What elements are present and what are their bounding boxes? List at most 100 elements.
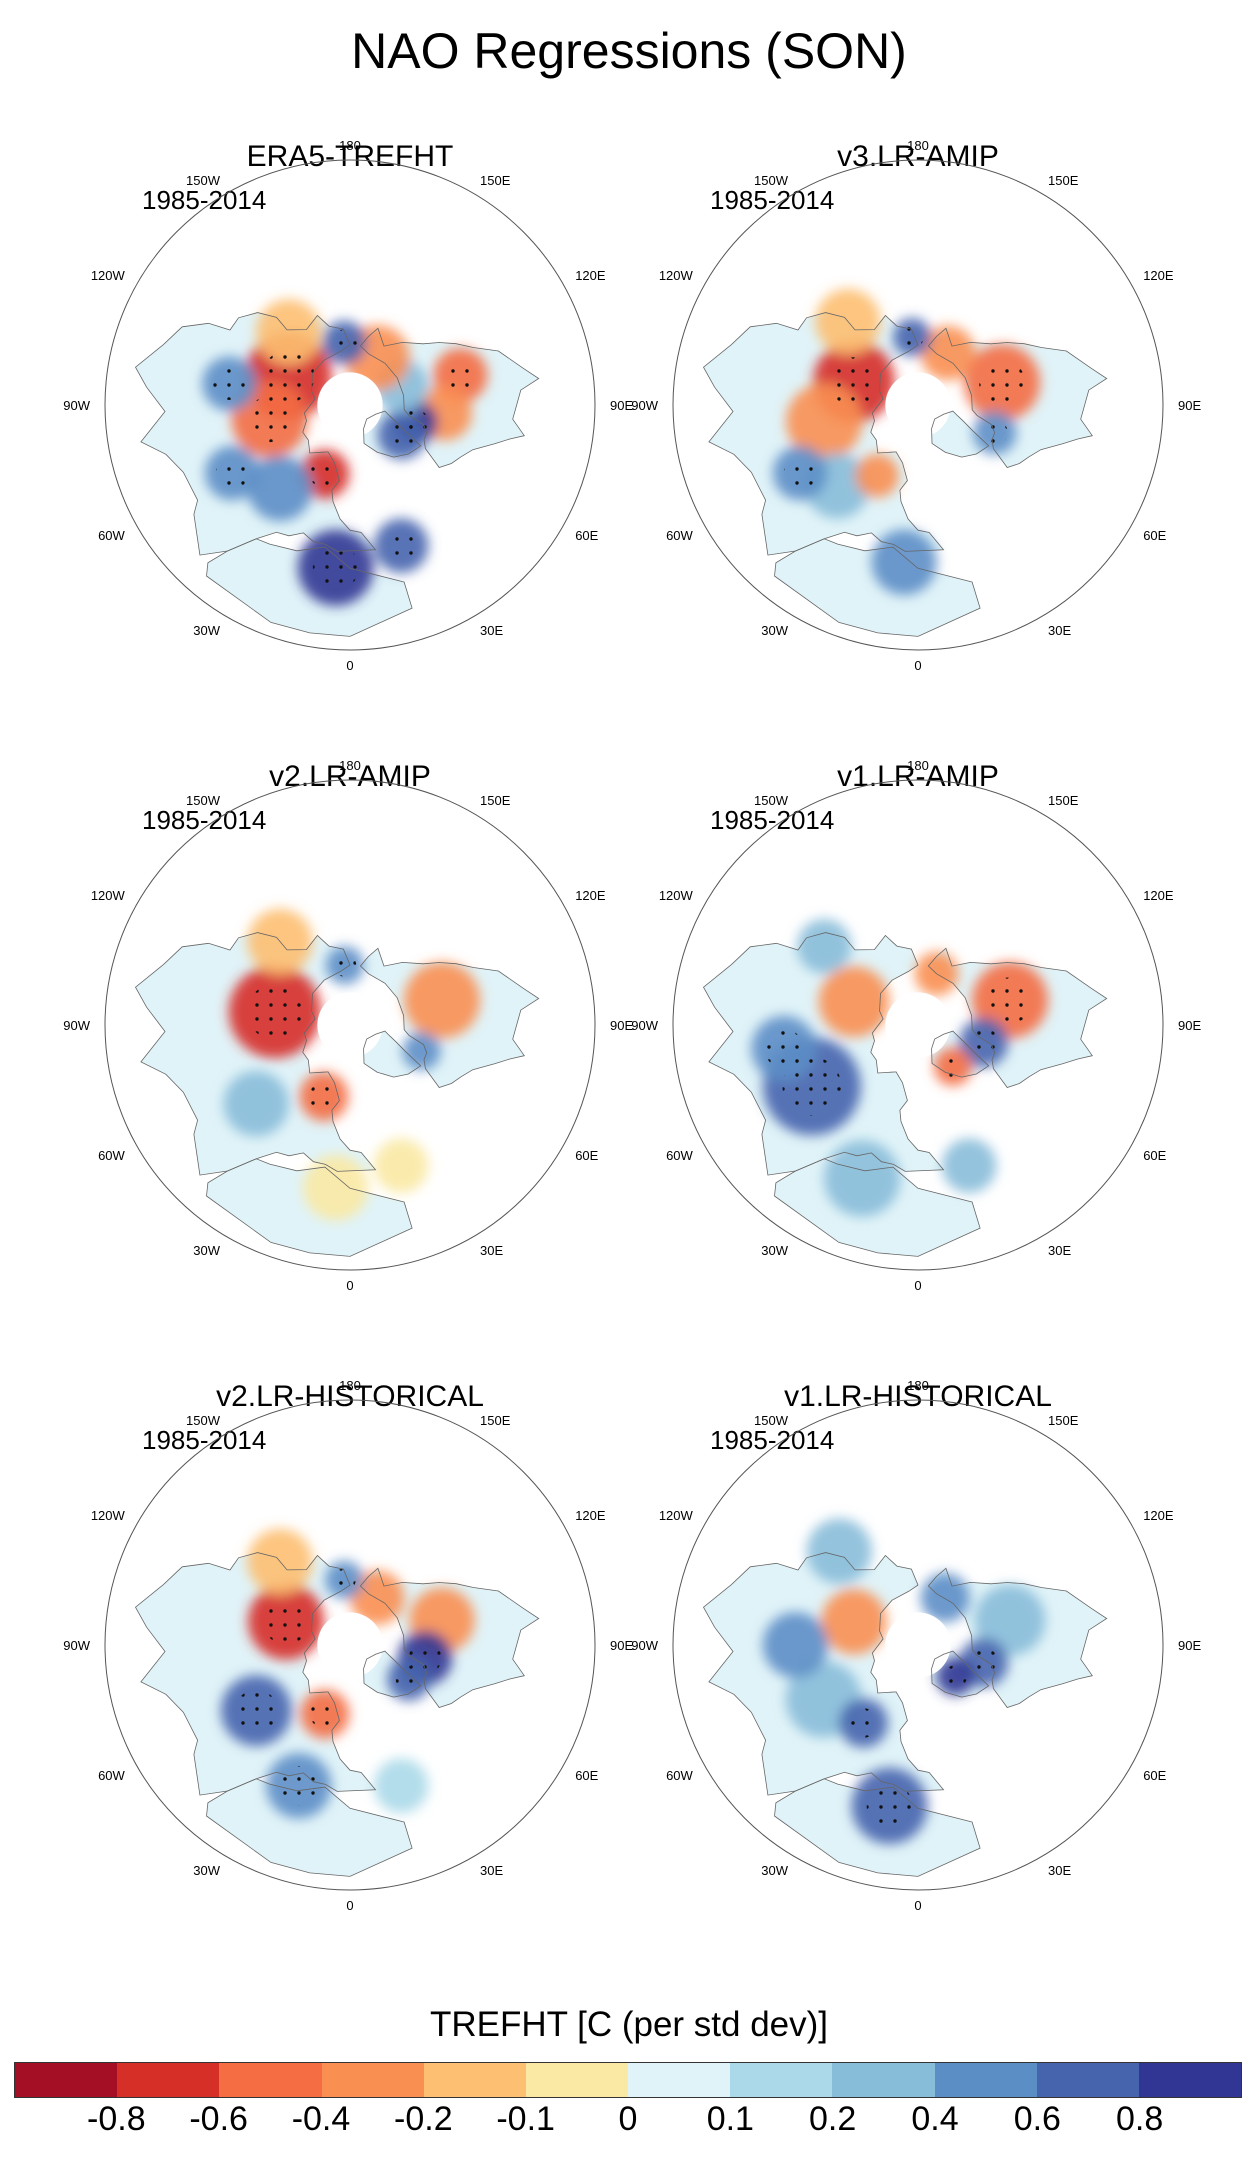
significance-stipple (829, 357, 879, 407)
longitude-label: 150W (186, 793, 221, 808)
longitude-label: 180 (907, 760, 929, 773)
longitude-label: 30E (480, 1863, 503, 1878)
significance-stipple (444, 359, 477, 392)
longitude-label: 90E (1178, 398, 1201, 413)
significance-stipple (310, 1699, 340, 1729)
longitude-label: 60W (666, 528, 693, 543)
longitude-label: 180 (907, 140, 929, 153)
coastline (206, 1778, 413, 1877)
continent-fill (206, 1778, 413, 1877)
longitude-label: 120E (1143, 1508, 1174, 1523)
anomaly-region (797, 919, 852, 974)
colorbar-title: TREFHT [C (per std dev)] (429, 2005, 829, 2044)
significance-stipple (387, 420, 417, 450)
anomaly-region (402, 1032, 441, 1071)
coastline (359, 327, 540, 468)
anomaly-region (374, 1758, 429, 1813)
longitude-label: 0 (914, 1898, 921, 1913)
coastline (702, 312, 945, 556)
coastline (774, 538, 981, 637)
longitude-label: 30E (1048, 623, 1071, 638)
panel-title: v1.LR-AMIP (837, 760, 999, 793)
colorbar-tick-label: 0.1 (706, 2100, 754, 2138)
longitude-label: 90W (631, 1638, 658, 1653)
significance-stipple (333, 953, 357, 977)
longitude-label: 150E (1048, 1413, 1079, 1428)
coastline (927, 947, 1108, 1088)
coastline (363, 1650, 422, 1698)
panel-title: v2.LR-HISTORICAL (216, 1380, 484, 1413)
map-boundary (672, 159, 1164, 651)
longitude-label: 90E (610, 1638, 633, 1653)
longitude-label: 120W (659, 888, 694, 903)
colorbar-tick-label: -0.4 (291, 2100, 351, 2138)
coastline (931, 1030, 990, 1078)
arctic-ocean (885, 992, 951, 1058)
significance-stipple (279, 1766, 319, 1806)
longitude-label: 60E (575, 528, 598, 543)
arctic-ocean (317, 372, 383, 438)
anomaly-region (818, 966, 890, 1038)
anomaly-region (403, 962, 481, 1039)
colorbar-swatch (1138, 2063, 1242, 2097)
colorbar-tick-label: -0.1 (496, 2100, 555, 2138)
anomaly-region (824, 1140, 901, 1217)
longitude-label: 30W (193, 623, 220, 638)
significance-stipple (900, 325, 924, 349)
arctic-ocean (317, 1612, 383, 1678)
coastline (931, 410, 990, 458)
anomaly-region (303, 1155, 369, 1221)
longitude-label: 0 (346, 658, 353, 673)
longitude-label: 60E (575, 1148, 598, 1163)
coastline (702, 1552, 945, 1796)
colorbar-tick-label: -0.2 (394, 2100, 453, 2138)
longitude-label: 60E (1143, 528, 1166, 543)
anomaly-region (374, 1138, 429, 1193)
longitude-label: 60W (98, 528, 125, 543)
colorbar-swatch (117, 2063, 220, 2097)
longitude-label: 30W (193, 1863, 220, 1878)
longitude-label: 150W (754, 173, 789, 188)
longitude-label: 30W (761, 1863, 788, 1878)
polar-map: 180 150E 120E 90E 60E 30E 0 30W 60W 90W 120W 150W (63, 760, 633, 1293)
arctic-ocean (885, 372, 951, 438)
polar-map: 180 150E 120E 90E 60E 30E 0 30W 60W 90W 120W 150W (63, 1380, 633, 1913)
continent-fill (774, 538, 981, 637)
map-boundary (672, 779, 1164, 1271)
longitude-label: 120W (659, 1508, 694, 1523)
longitude-label: 150W (754, 793, 789, 808)
colorbar (14, 2062, 1242, 2098)
significance-stipple (215, 456, 249, 490)
coastline (206, 1158, 413, 1257)
panel-period: 1985-2014 (142, 805, 267, 835)
polar-map: 180 150E 120E 90E 60E 30E 0 30W 60W 90W 120W 150W (63, 140, 633, 673)
longitude-label: 60W (666, 1768, 693, 1783)
coastline (774, 1158, 981, 1257)
significance-stipple (262, 350, 315, 403)
longitude-label: 60W (98, 1768, 125, 1783)
continent-fill (206, 1158, 413, 1257)
significance-stipple (235, 1689, 278, 1732)
longitude-label: 150E (480, 793, 511, 808)
colorbar-swatch (1036, 2063, 1139, 2097)
coastline (134, 1552, 377, 1796)
significance-stipple (395, 1665, 422, 1693)
panel-title: ERA5-TREFHT (246, 140, 454, 173)
colorbar-tick-label: -0.6 (189, 2100, 248, 2138)
arctic-ocean (885, 1612, 951, 1678)
anomaly-region (223, 1071, 289, 1137)
longitude-label: 120E (575, 1508, 606, 1523)
longitude-label: 120E (575, 888, 606, 903)
longitude-label: 60W (666, 1148, 693, 1163)
longitude-label: 150W (754, 1413, 789, 1428)
polar-map: 180 150E 120E 90E 60E 30E 0 30W 60W 90W 120W 150W (631, 140, 1201, 673)
longitude-label: 0 (914, 1278, 921, 1293)
longitude-label: 90W (63, 398, 90, 413)
significance-stipple (969, 1027, 999, 1058)
longitude-label: 120W (91, 268, 126, 283)
longitude-label: 30W (761, 623, 788, 638)
map-boundary (672, 1399, 1164, 1891)
anomaly-region (821, 1589, 887, 1655)
arctic-ocean (317, 992, 383, 1058)
colorbar-swatch (423, 2063, 526, 2097)
